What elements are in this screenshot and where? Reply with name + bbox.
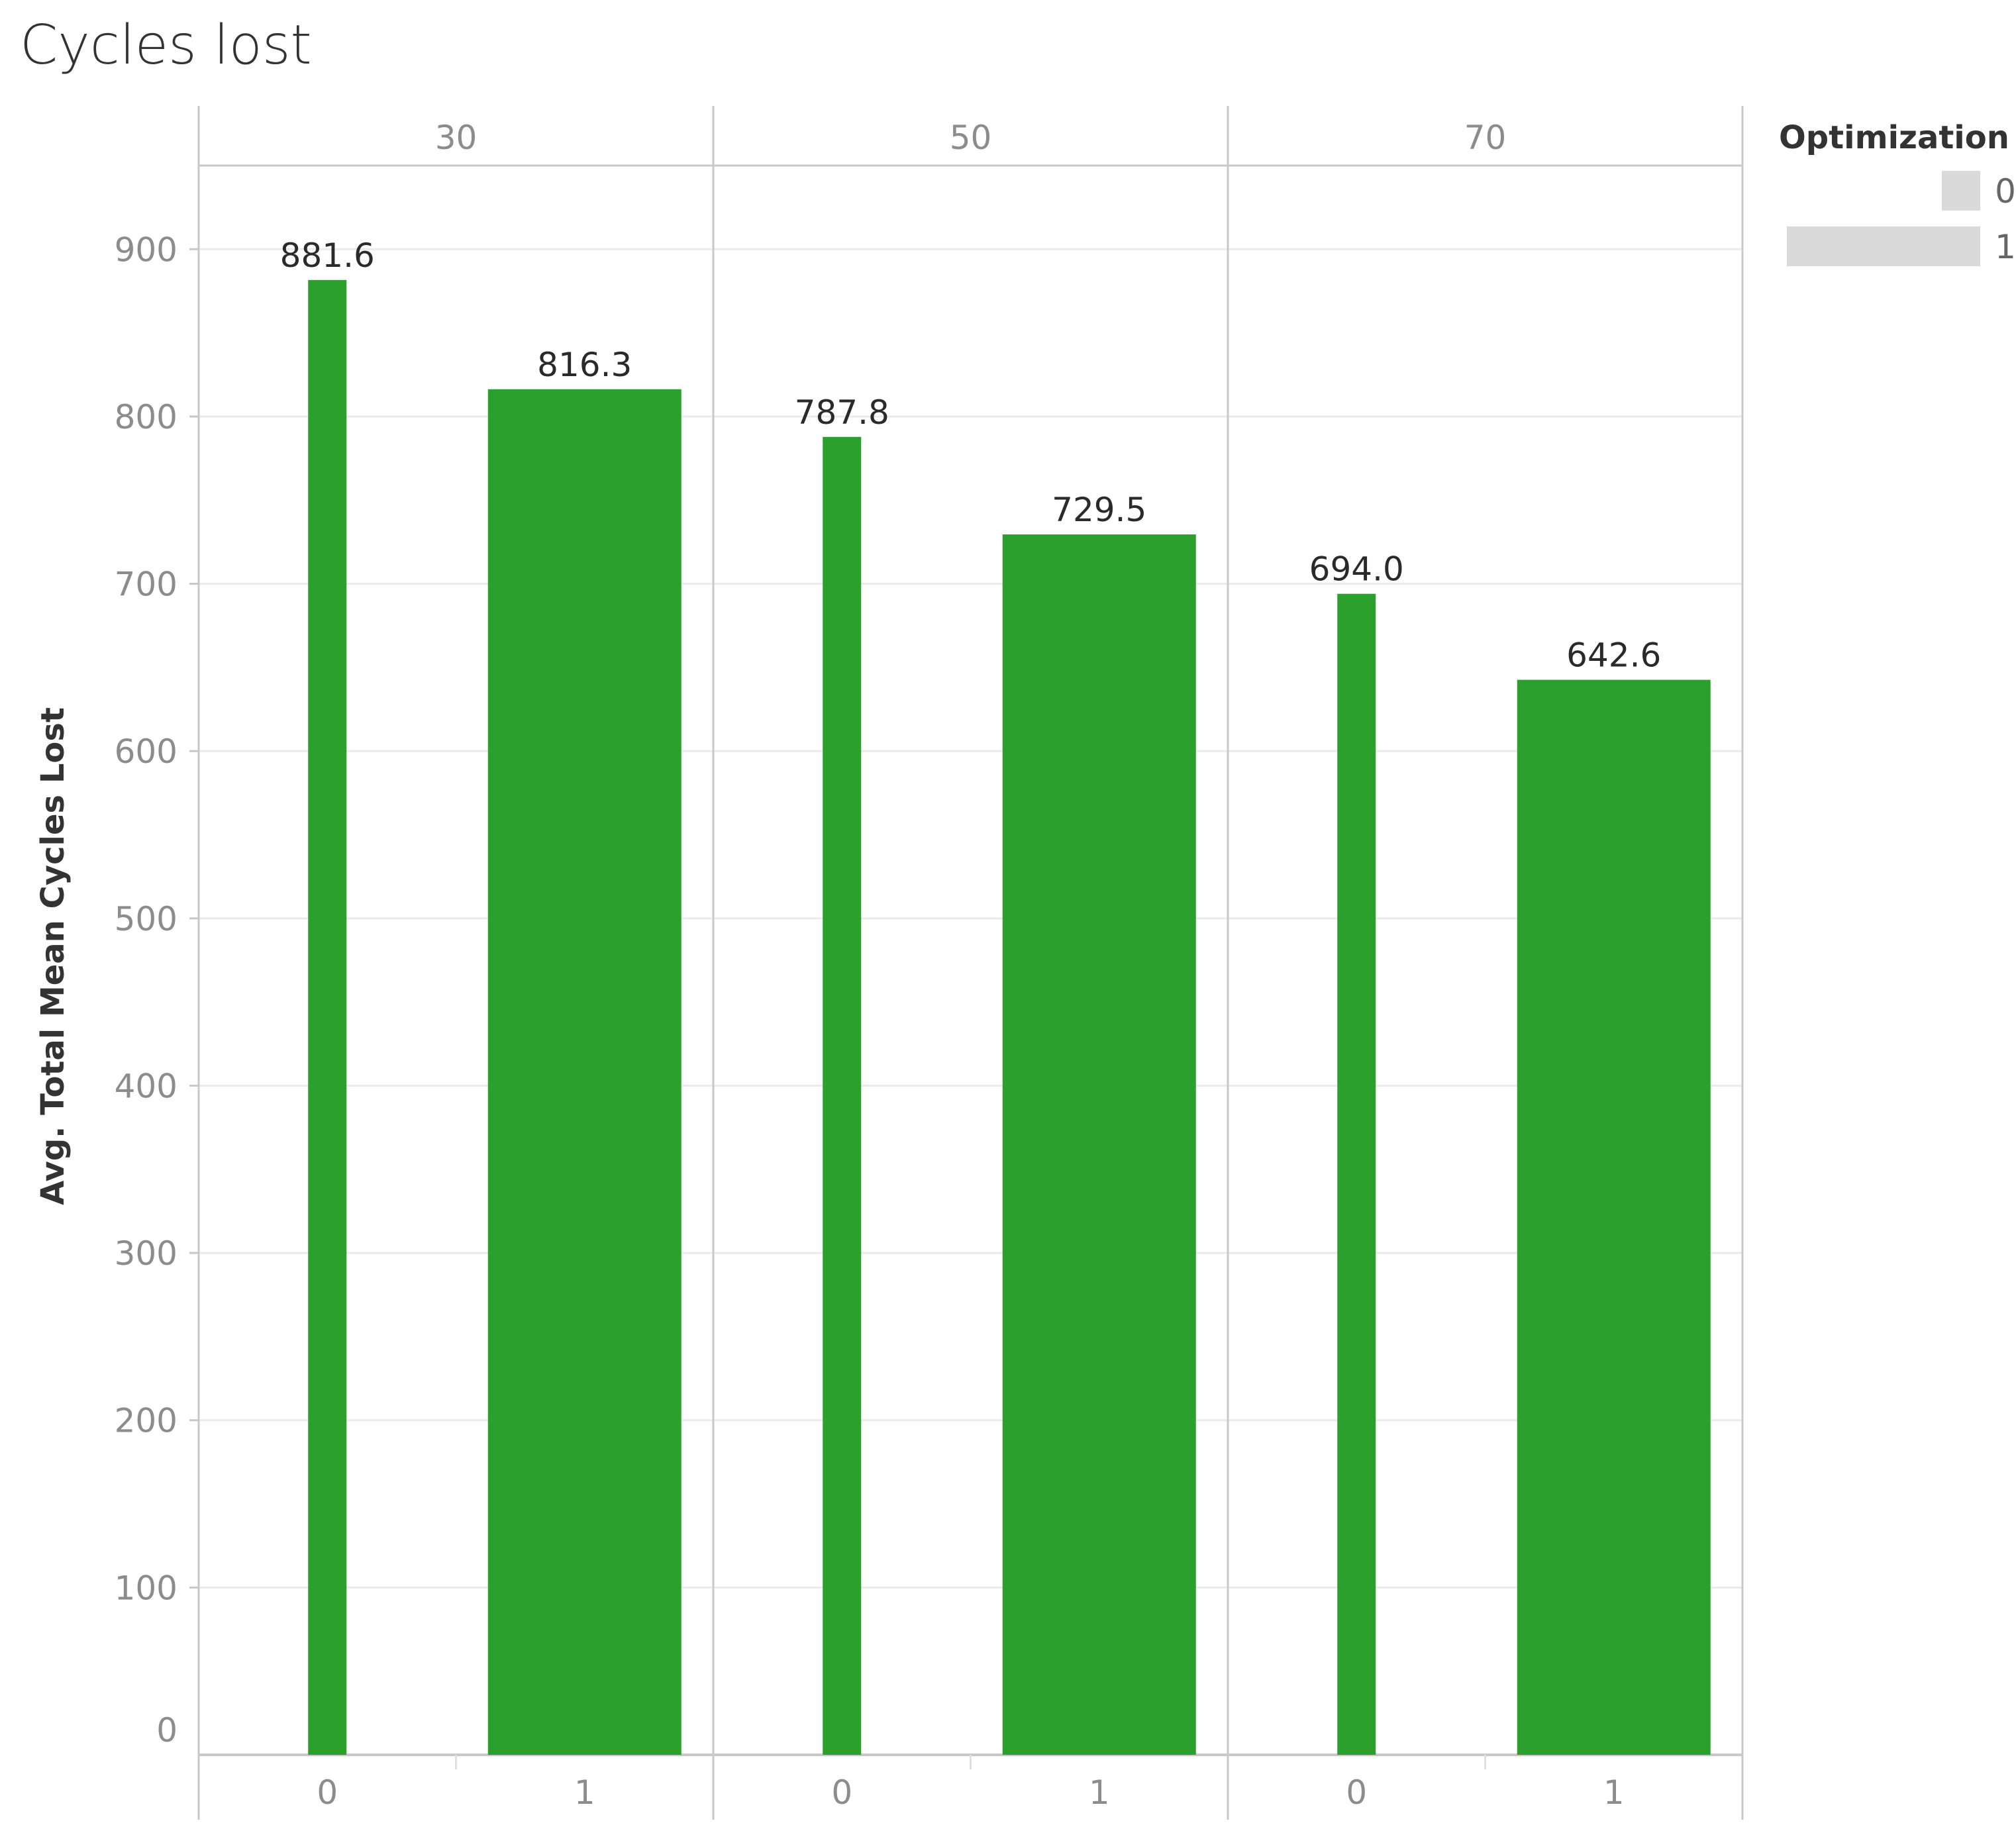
y-tick-label: 500 xyxy=(115,900,177,938)
panel-header-50: 50 xyxy=(950,119,992,157)
bar-70-0 xyxy=(1337,593,1376,1755)
data-label-70-0: 694.0 xyxy=(1309,550,1404,589)
panel-header-70: 70 xyxy=(1464,119,1507,157)
chart-title: Cycles lost xyxy=(20,14,312,77)
y-tick-label: 200 xyxy=(115,1402,177,1440)
legend-title: Optimization xyxy=(1779,119,2009,156)
x-tick-label-30-0: 0 xyxy=(317,1773,338,1812)
x-tick-label-50-0: 0 xyxy=(831,1773,852,1812)
x-tick-label-30-1: 1 xyxy=(574,1773,595,1812)
x-tick-label-70-0: 0 xyxy=(1346,1773,1367,1812)
legend-label-1: 1 xyxy=(1995,228,2016,266)
x-tick-label-50-1: 1 xyxy=(1089,1773,1110,1812)
legend-swatch-0 xyxy=(1942,171,1980,211)
y-tick-label: 300 xyxy=(115,1234,177,1273)
data-label-70-1: 642.6 xyxy=(1566,636,1661,675)
y-tick-label: 900 xyxy=(115,230,177,269)
data-label-30-0: 881.6 xyxy=(280,236,375,275)
bars xyxy=(308,279,1711,1755)
bar-70-1 xyxy=(1517,679,1711,1755)
bar-30-1 xyxy=(487,389,681,1755)
legend-label-0: 0 xyxy=(1995,172,2016,211)
legend[interactable]: Optimization 0 1 xyxy=(1779,119,2016,266)
y-tick-label: 0 xyxy=(156,1711,177,1750)
y-axis-title: Avg. Total Mean Cycles Lost xyxy=(34,707,72,1205)
panels: 30 50 70 xyxy=(197,106,1744,1820)
x-tick-label-70-1: 1 xyxy=(1603,1773,1625,1812)
y-axis: 0 100 200 300 400 500 600 700 800 900 xyxy=(115,230,199,1750)
bar-30-0 xyxy=(308,279,347,1755)
y-tick-label: 400 xyxy=(115,1067,177,1105)
y-tick-label: 100 xyxy=(115,1569,177,1607)
panel-header-30: 30 xyxy=(435,119,478,157)
x-axis: 0 1 0 1 0 1 xyxy=(317,1755,1625,1812)
y-tick-label: 800 xyxy=(115,398,177,436)
data-label-50-0: 787.8 xyxy=(795,393,889,432)
data-labels: 881.6 816.3 787.8 729.5 694.0 642.6 xyxy=(280,236,1662,675)
data-label-30-1: 816.3 xyxy=(537,346,632,384)
bar-50-1 xyxy=(1002,534,1196,1755)
y-tick-label: 600 xyxy=(115,732,177,771)
legend-swatch-1 xyxy=(1787,226,1980,266)
grid xyxy=(199,248,1742,1589)
bar-50-0 xyxy=(823,436,862,1755)
data-label-50-1: 729.5 xyxy=(1052,491,1146,529)
y-tick-label: 700 xyxy=(115,566,177,604)
